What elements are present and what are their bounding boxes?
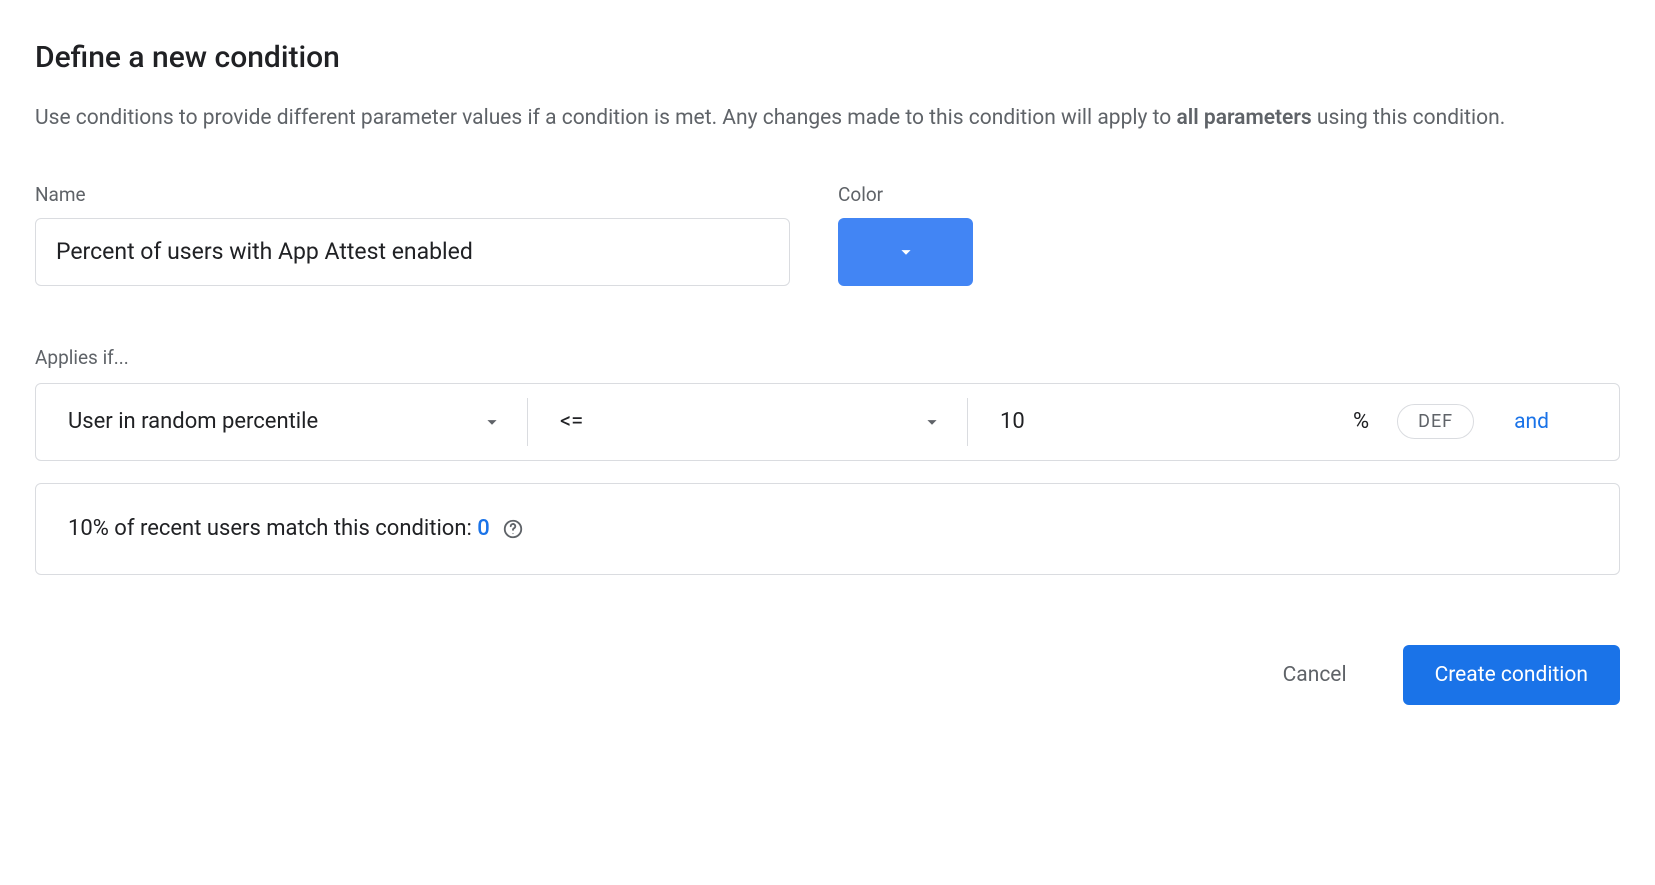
description-prefix: Use conditions to provide different para…	[35, 106, 1176, 130]
applies-if-label: Applies if...	[35, 346, 1620, 369]
def-chip[interactable]: DEF	[1397, 404, 1474, 439]
caret-down-icon	[895, 241, 917, 263]
description: Use conditions to provide different para…	[35, 103, 1620, 135]
name-input[interactable]	[35, 218, 790, 286]
operator-value: <=	[560, 409, 583, 434]
description-suffix: using this condition.	[1312, 106, 1506, 130]
operator-select[interactable]: <=	[528, 398, 968, 446]
caret-down-icon	[921, 411, 943, 433]
percentile-value-input[interactable]	[1000, 409, 1353, 434]
condition-row: User in random percentile <= % DEF and	[35, 383, 1620, 461]
caret-down-icon	[481, 411, 503, 433]
cancel-button[interactable]: Cancel	[1267, 653, 1363, 697]
and-button[interactable]: and	[1514, 410, 1549, 434]
condition-type-select[interactable]: User in random percentile	[36, 398, 528, 446]
match-count: 0	[477, 516, 490, 541]
page-title: Define a new condition	[35, 40, 1620, 75]
match-summary: 10% of recent users match this condition…	[35, 483, 1620, 575]
create-condition-button[interactable]: Create condition	[1403, 645, 1620, 705]
match-text-prefix: 10% of recent users match this condition…	[68, 516, 477, 541]
color-field-label: Color	[838, 183, 883, 206]
color-selector[interactable]	[838, 218, 973, 286]
help-icon[interactable]	[502, 518, 524, 540]
percent-unit: %	[1353, 409, 1369, 434]
description-bold: all parameters	[1176, 106, 1311, 130]
condition-type-value: User in random percentile	[68, 409, 318, 434]
name-field-label: Name	[35, 183, 790, 206]
footer-actions: Cancel Create condition	[35, 645, 1620, 705]
